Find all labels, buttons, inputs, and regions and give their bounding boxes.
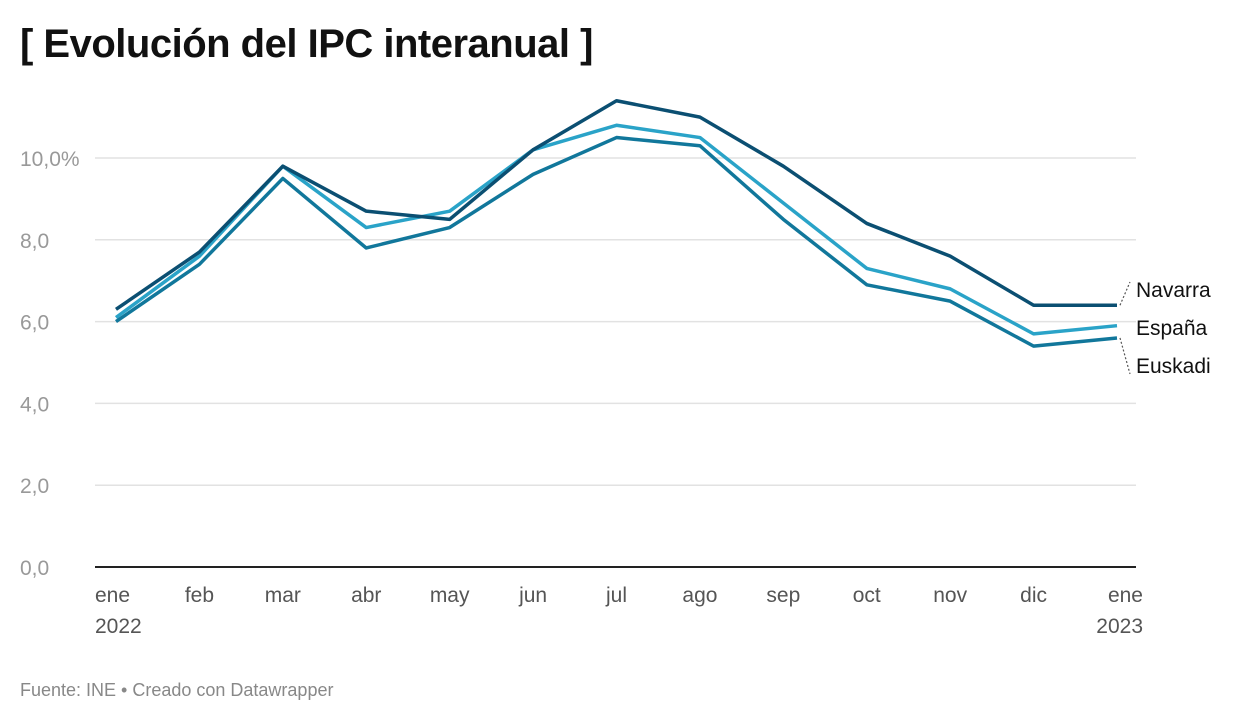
source-footer: Fuente: INE • Creado con Datawrapper [20,680,334,700]
x-tick-label: feb [185,584,214,607]
x-tick-label: dic [1020,584,1047,607]
x-tick-label: 2023 [1096,615,1143,638]
series-label: España [1136,317,1208,340]
y-tick-label: 6,0 [20,312,49,335]
x-tick-label: ene [95,584,130,607]
x-tick-label: jun [518,584,547,607]
series-line-españa [114,123,1118,336]
y-tick-label: 10,0% [20,148,80,171]
y-tick-label: 0,0 [20,557,49,580]
series-label: Navarra [1136,279,1211,302]
x-tick-label: 2022 [95,615,142,638]
x-tick-label: ago [682,584,717,607]
x-tick-label: abr [351,584,381,607]
chart-title: [ Evolución del IPC interanual ] [20,22,593,66]
x-tick-label: jul [605,584,627,607]
label-connector [1119,337,1131,375]
x-tick-label: may [430,584,470,607]
y-tick-label: 4,0 [20,393,49,416]
x-tick-label: sep [766,584,800,607]
series-line-navarra [115,98,1117,311]
x-tick-label: mar [265,584,301,607]
x-tick-label: ene [1108,584,1143,607]
y-tick-label: 8,0 [20,230,49,253]
x-tick-label: nov [933,584,967,607]
series-line-euskadi [115,135,1118,348]
y-tick-label: 2,0 [20,475,49,498]
x-tick-label: oct [853,584,881,607]
series-label: Euskadi [1136,355,1211,378]
label-connector [1119,281,1131,306]
